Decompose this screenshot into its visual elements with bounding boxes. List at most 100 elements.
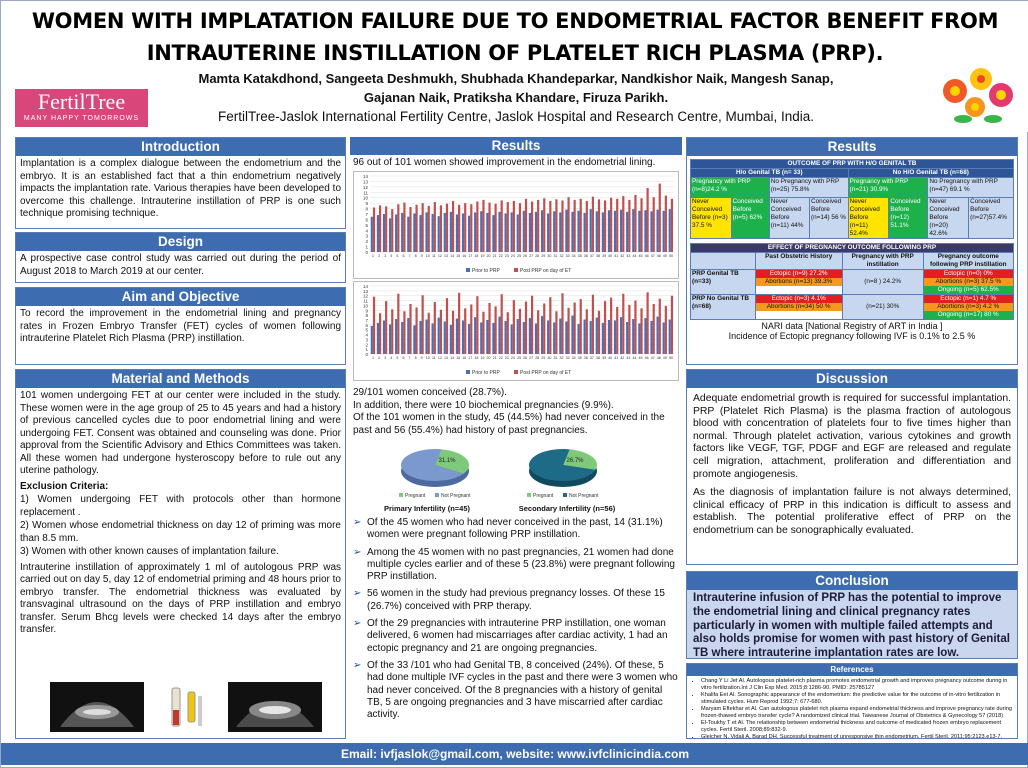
bar [470, 304, 473, 354]
x-tick-label: 28 [535, 254, 539, 258]
table1-nopreg-notb: No Pregnancy with PRP (n=47) 69.1 % [927, 177, 1014, 198]
y-tick-label: 7 [365, 318, 368, 323]
bar [376, 215, 379, 252]
flower-logo-icon [943, 68, 1013, 123]
bar [391, 309, 394, 354]
bar [516, 214, 519, 252]
x-tick-label: 40 [608, 254, 612, 258]
x-tick-label: 23 [505, 254, 509, 258]
y-tick-label: 11 [363, 299, 368, 304]
table2-tb-outcome-abortions: Abortions (n=3) 37.5 % [923, 278, 1013, 286]
x-tick-label: 49 [663, 356, 667, 360]
pie-data-label: 26.7% [566, 458, 584, 464]
x-tick-label: 7 [409, 254, 411, 258]
x-tick-label: 47 [651, 254, 655, 258]
bar [597, 199, 601, 252]
y-tick-label: 5 [365, 223, 368, 228]
bar [415, 307, 418, 354]
bar [482, 199, 485, 252]
pie-legend-swatch [399, 493, 403, 497]
bar [555, 311, 558, 354]
bar [510, 324, 513, 354]
y-tick-label: 6 [365, 323, 368, 328]
bar [553, 211, 556, 252]
bar [565, 209, 568, 252]
x-tick-label: 19 [480, 356, 484, 360]
bar [395, 319, 398, 354]
x-tick-label: 41 [614, 254, 618, 258]
bar [646, 187, 649, 252]
bar [397, 293, 400, 354]
legend-label: Post PRP on day of ET [520, 370, 571, 376]
bar [571, 211, 574, 252]
exclusion-2: 2) Women whose endometrial thickness on … [20, 520, 341, 544]
y-tick-label: 14 [363, 284, 369, 289]
table1-title: OUTCOME OF PRP WITH H/O GENITAL TB [690, 159, 1014, 169]
bar [547, 320, 550, 354]
bar [644, 210, 647, 252]
bar [610, 297, 613, 354]
x-tick-label: 6 [402, 356, 404, 360]
bar [486, 212, 489, 252]
bar [534, 211, 538, 252]
bar [431, 323, 434, 354]
bar [439, 309, 442, 354]
x-tick-label: 26 [523, 254, 527, 258]
bar [597, 310, 601, 354]
y-tick-label: 2 [365, 342, 368, 347]
bar [634, 300, 637, 354]
x-tick-label: 37 [590, 254, 594, 258]
table1-cell-6: Conceived Before (n=12) 51.1% [888, 197, 929, 239]
bar [518, 308, 522, 354]
bar [468, 215, 471, 252]
bar [464, 308, 467, 354]
pie-legend-label: Pregnant [533, 493, 554, 499]
bar [603, 200, 607, 252]
reference-item: El-Toukhy T et Al. The relationship betw… [701, 720, 1013, 734]
reference-item: Chang Y Li Jet Al. Autologous platelet-r… [701, 678, 1013, 692]
x-tick-label: 33 [566, 356, 570, 360]
pie-caption-primary: Primary Infertility (n=45) [383, 504, 471, 513]
pie-legend-label: Pregnant [405, 493, 426, 499]
pie-legend-swatch [527, 493, 531, 497]
x-tick-label: 8 [415, 356, 417, 360]
x-tick-label: 24 [511, 356, 515, 360]
bar [664, 305, 667, 354]
bar [583, 212, 586, 252]
x-tick-label: 9 [421, 356, 423, 360]
x-tick-label: 39 [602, 254, 606, 258]
y-tick-label: 0 [365, 250, 368, 255]
bar [461, 320, 465, 354]
table1-cell-1: Never Conceived Before (n=3) 37.5 % [690, 197, 732, 239]
bar [567, 197, 570, 252]
table1-header-no-tb: No H/O Genital TB (n=68) [847, 168, 1015, 178]
bar [437, 317, 440, 354]
legend-swatch [466, 370, 470, 374]
y-tick-label: 2 [365, 239, 368, 244]
y-tick-label: 13 [363, 179, 369, 184]
bar [632, 209, 635, 252]
table2-notb-outcome-ectopic: Ectopic (n=1) 4.7 % [923, 295, 1013, 303]
methods-box: Material and Methods 101 women undergoin… [15, 369, 346, 739]
discussion-box: Discussion Adequate endometrial growth i… [686, 369, 1018, 565]
bar [662, 322, 665, 354]
table2-tb-pregnancy: (n=8 ) 24.2% [841, 269, 924, 295]
x-tick-label: 15 [456, 254, 460, 258]
table2-header-outcome: Pregnancy outcome following PRP instilla… [922, 252, 1015, 270]
bar [650, 320, 653, 354]
x-tick-label: 16 [462, 254, 466, 258]
bar [445, 298, 449, 354]
x-tick-label: 13 [444, 254, 448, 258]
aim-heading: Aim and Objective [16, 288, 345, 306]
bar [425, 212, 428, 252]
bar [372, 296, 376, 354]
bar [670, 198, 674, 252]
bar [650, 211, 653, 252]
bar [613, 320, 617, 354]
bar [449, 324, 452, 354]
bar [670, 295, 674, 354]
bar [413, 213, 416, 252]
exclusion-1: 1) Women undergoing FET with protocols o… [20, 494, 341, 518]
